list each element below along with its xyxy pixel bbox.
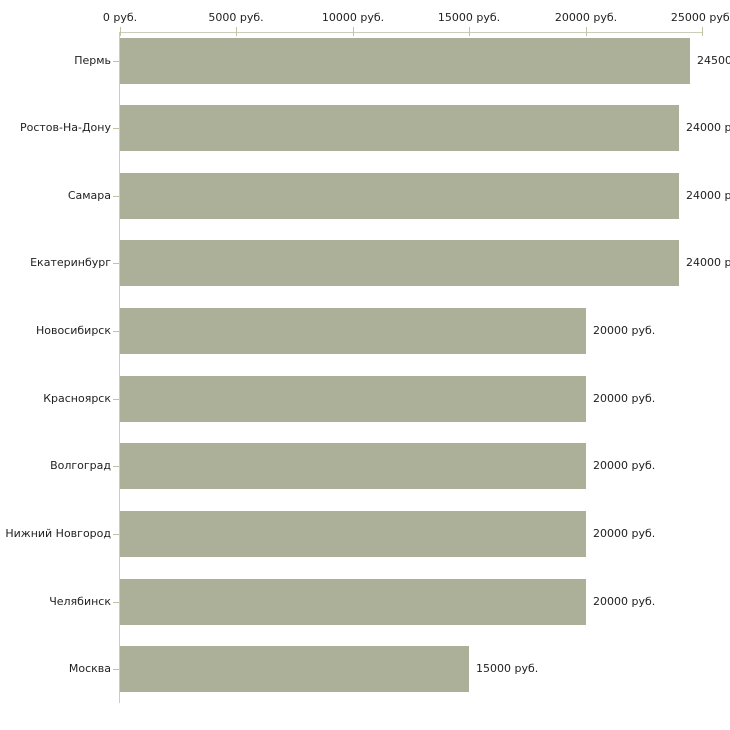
- value-label: 24000 руб.: [686, 256, 730, 269]
- x-axis-tick: [236, 27, 237, 36]
- bar-4: [120, 240, 679, 286]
- category-label: Нижний Новгород: [5, 527, 111, 540]
- x-axis-tick: [469, 27, 470, 36]
- bar-2: [120, 105, 679, 151]
- value-label: 20000 руб.: [593, 392, 656, 405]
- x-axis-line: [119, 32, 703, 33]
- x-axis-tick-label: 10000 руб.: [321, 11, 385, 24]
- category-tick: [113, 669, 119, 670]
- x-axis-tick: [702, 27, 703, 36]
- value-label: 24000 руб.: [686, 189, 730, 202]
- category-tick: [113, 61, 119, 62]
- x-axis-tick-label: 25000 руб.: [670, 11, 730, 24]
- bar-5: [120, 308, 586, 354]
- category-label: Самара: [67, 189, 111, 202]
- category-tick: [113, 534, 119, 535]
- category-label: Екатеринбург: [30, 256, 111, 269]
- category-label: Новосибирск: [35, 324, 111, 337]
- category-label: Волгоград: [50, 459, 111, 472]
- bar-8: [120, 511, 586, 557]
- value-label: 24000 руб.: [686, 121, 730, 134]
- value-label: 20000 руб.: [593, 595, 656, 608]
- bar-10: [120, 646, 469, 692]
- category-label: Красноярск: [43, 392, 111, 405]
- x-axis-tick-label: 5000 руб.: [208, 11, 264, 24]
- category-tick: [113, 331, 119, 332]
- x-axis-tick: [353, 27, 354, 36]
- category-tick: [113, 602, 119, 603]
- category-tick: [113, 399, 119, 400]
- value-label: 20000 руб.: [593, 459, 656, 472]
- category-label: Пермь: [74, 54, 111, 67]
- value-label: 20000 руб.: [593, 324, 656, 337]
- bar-9: [120, 579, 586, 625]
- value-label: 15000 руб.: [476, 662, 539, 675]
- bar-7: [120, 443, 586, 489]
- category-label: Москва: [68, 662, 111, 675]
- bar-6: [120, 376, 586, 422]
- x-axis-tick-label: 15000 руб.: [437, 11, 501, 24]
- category-tick: [113, 196, 119, 197]
- category-label: Ростов-На-Дону: [19, 121, 111, 134]
- value-label: 24500 руб.: [697, 54, 730, 67]
- value-label: 20000 руб.: [593, 527, 656, 540]
- category-tick: [113, 466, 119, 467]
- category-tick: [113, 128, 119, 129]
- bar-1: [120, 38, 690, 84]
- category-label: Челябинск: [49, 595, 111, 608]
- category-tick: [113, 263, 119, 264]
- bar-3: [120, 173, 679, 219]
- x-axis-tick: [120, 27, 121, 36]
- x-axis-tick-label: 0 руб.: [102, 11, 138, 24]
- x-axis-tick: [586, 27, 587, 36]
- y-axis-line: [119, 32, 120, 703]
- x-axis-tick-label: 20000 руб.: [554, 11, 618, 24]
